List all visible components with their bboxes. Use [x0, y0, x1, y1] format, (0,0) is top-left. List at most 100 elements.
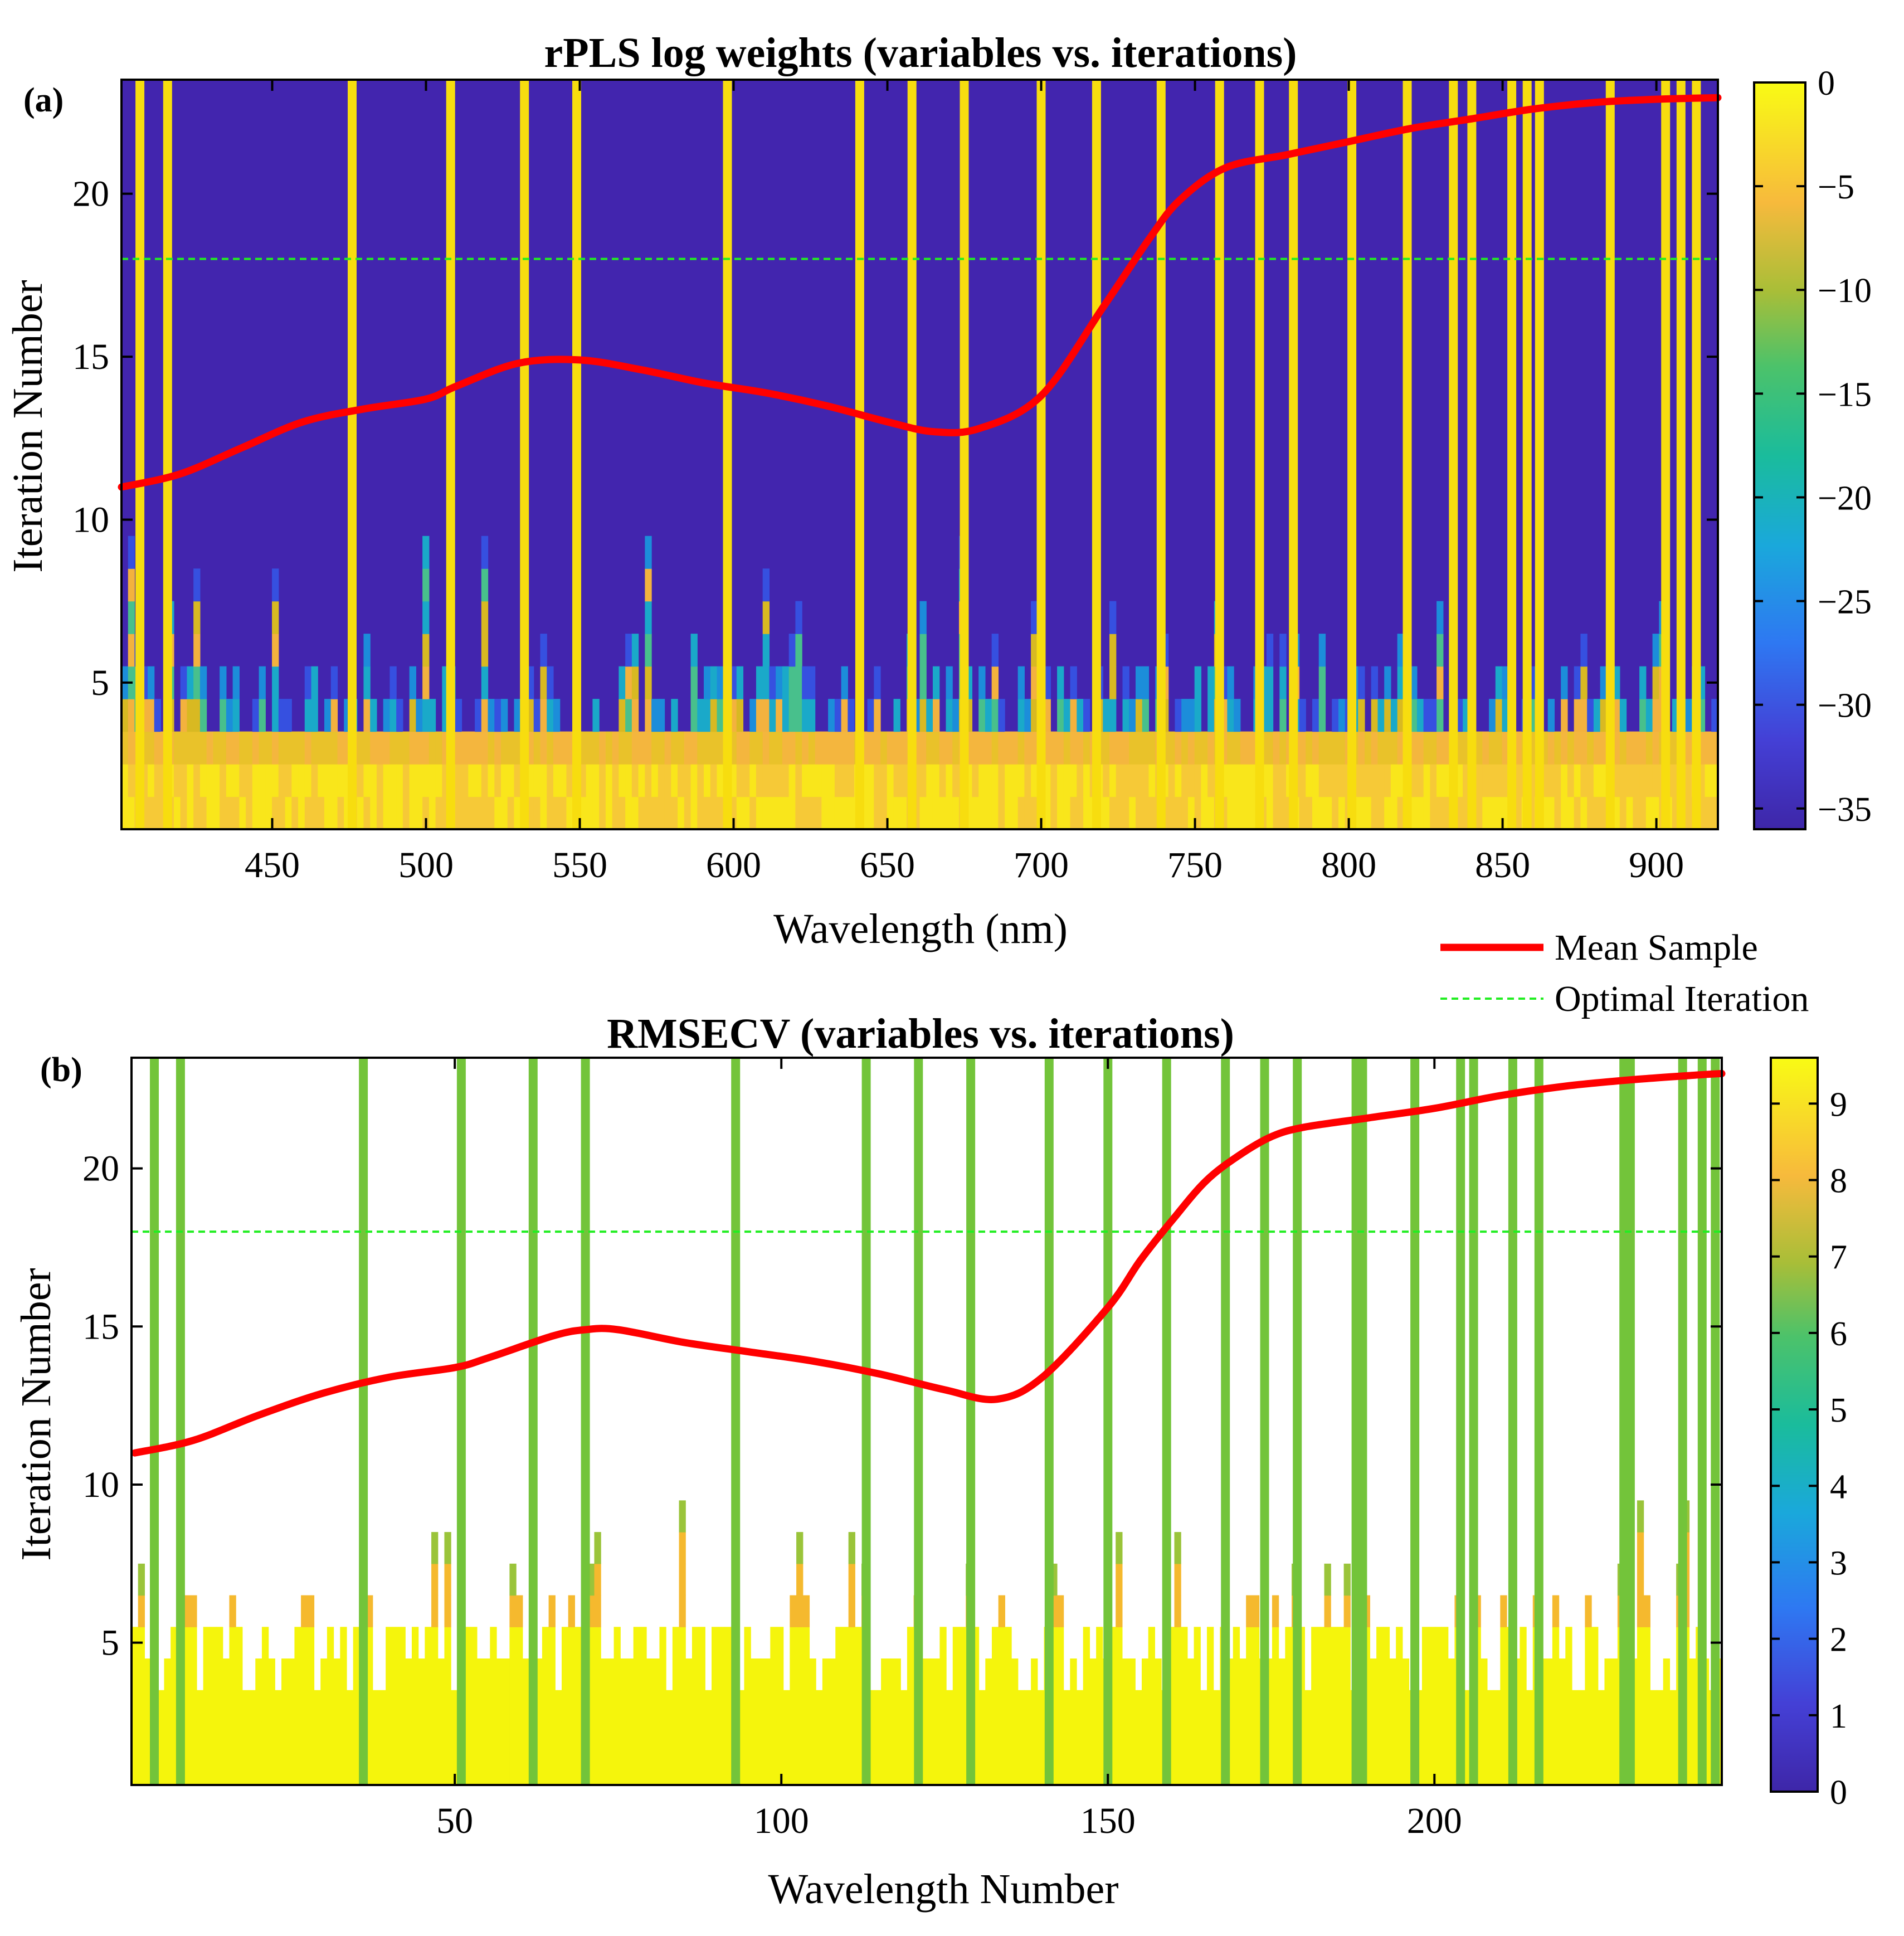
x-tick-label: 200 — [1407, 1801, 1462, 1841]
heat-cell — [1318, 666, 1326, 699]
heat-cell — [435, 764, 442, 797]
heat-cell — [790, 1627, 797, 1659]
heat-cell — [1428, 1690, 1435, 1723]
heat-cell — [1442, 1690, 1449, 1723]
heat-cell — [776, 1627, 784, 1659]
heat-cell — [455, 699, 462, 732]
heat-cell — [444, 1595, 451, 1627]
heat-cell — [821, 764, 829, 797]
selected-band — [1092, 80, 1101, 829]
heat-cell — [782, 731, 790, 765]
heat-cell — [985, 1690, 992, 1723]
heat-cell — [431, 1690, 439, 1723]
heat-cell — [222, 1721, 230, 1754]
heat-cell — [1574, 796, 1581, 830]
heat-cell — [736, 731, 744, 765]
heat-cell — [193, 699, 201, 732]
heat-cell — [829, 1690, 836, 1723]
heat-cell — [255, 1690, 262, 1723]
heat-cell — [327, 1690, 334, 1723]
heat-cell — [939, 796, 947, 830]
heat-cell — [1442, 1658, 1449, 1691]
heat-cell — [340, 1721, 347, 1754]
heat-cell — [1031, 1721, 1038, 1754]
heat-cell — [718, 1753, 725, 1786]
heat-cell — [1613, 764, 1620, 797]
heat-cell — [1057, 699, 1064, 732]
heat-cell — [1141, 1753, 1149, 1786]
heat-cell — [1567, 731, 1575, 765]
heat-cell — [389, 796, 397, 830]
heat-cell — [1502, 666, 1509, 699]
heat-cell — [848, 1721, 855, 1754]
heat-cell — [978, 1721, 986, 1754]
heat-cell — [1194, 1721, 1201, 1754]
heat-cell — [1273, 731, 1280, 765]
heat-cell — [1382, 1627, 1390, 1659]
heat-cell — [586, 731, 593, 765]
heat-cell — [1423, 764, 1430, 797]
heat-cell — [1005, 1658, 1012, 1691]
heat-cell — [1246, 1721, 1253, 1754]
heat-cell — [246, 796, 253, 830]
heat-cell — [1031, 634, 1038, 667]
heat-cell — [548, 1658, 556, 1691]
heat-cell — [1103, 699, 1110, 732]
heat-cell — [196, 1690, 204, 1723]
heat-cell — [594, 1658, 601, 1691]
y-tick-label: 10 — [72, 499, 109, 540]
heat-cell — [396, 796, 403, 830]
heat-cell — [1526, 1753, 1533, 1786]
heat-cell — [1565, 1658, 1572, 1691]
heat-cell — [1343, 1753, 1351, 1786]
heat-cell — [366, 1690, 373, 1723]
heat-cell — [809, 1690, 816, 1723]
heat-cell — [841, 796, 848, 830]
heat-cell — [183, 1658, 191, 1691]
heat-cell — [281, 1753, 289, 1786]
heat-cell — [1272, 1753, 1279, 1786]
heat-cell — [324, 731, 332, 765]
heat-cell — [887, 731, 894, 765]
heat-cell — [307, 1627, 315, 1659]
heat-cell — [553, 796, 561, 830]
heat-cell — [1057, 666, 1064, 699]
heat-cell — [1604, 1753, 1611, 1786]
heat-cell — [1070, 731, 1077, 765]
heat-cell — [790, 1753, 797, 1786]
heat-cell — [1578, 1690, 1585, 1723]
heat-cell — [1332, 764, 1339, 797]
heat-cell — [261, 1690, 269, 1723]
heat-cell — [307, 1721, 315, 1754]
heat-cell — [183, 1753, 191, 1786]
heat-cell — [1565, 1721, 1572, 1754]
heat-cell — [324, 699, 332, 732]
heat-cell — [1567, 796, 1575, 830]
heat-cell — [431, 1753, 439, 1786]
heat-cell — [259, 666, 266, 699]
heat-cell — [894, 1658, 901, 1691]
heat-cell — [193, 568, 201, 602]
heat-cell — [1044, 666, 1051, 699]
heat-cell — [1031, 666, 1038, 699]
colorbar-gradient — [1771, 1058, 1818, 1792]
heat-cell — [490, 1753, 497, 1786]
selected-band — [1449, 80, 1458, 829]
heat-cell — [522, 1753, 530, 1786]
heat-cell — [874, 764, 881, 797]
heat-cell — [210, 1721, 217, 1754]
heat-cell — [1194, 666, 1201, 699]
heat-cell — [330, 764, 338, 797]
heat-cell — [1364, 796, 1372, 830]
heat-cell — [1416, 764, 1424, 797]
heat-cell — [776, 699, 783, 732]
heat-cell — [1194, 1753, 1201, 1786]
heat-cell — [1689, 1721, 1696, 1754]
heat-cell — [1482, 731, 1489, 765]
heat-cell — [132, 1690, 139, 1723]
heat-cell — [991, 1721, 999, 1754]
heat-cell — [874, 699, 881, 732]
heat-cell — [1604, 1690, 1611, 1723]
heat-cell — [776, 1753, 784, 1786]
heat-cell — [1669, 1721, 1677, 1754]
